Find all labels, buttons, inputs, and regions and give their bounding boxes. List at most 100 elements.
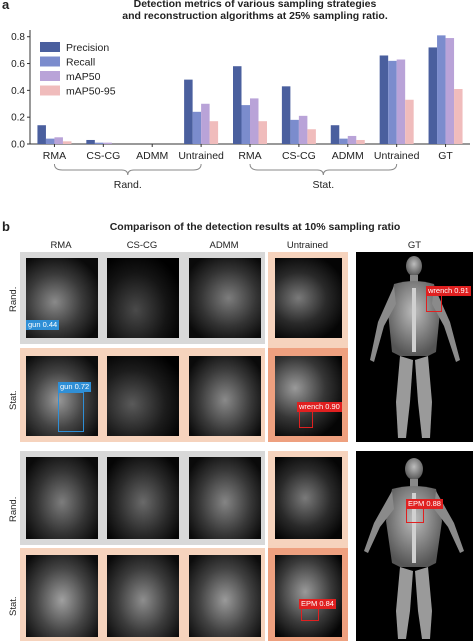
y-tick-label: 0.8 bbox=[11, 32, 25, 43]
bar bbox=[281, 86, 291, 144]
bar bbox=[201, 103, 210, 144]
bar-chart: 0.0 0.2 0.4 0.6 0.8 RMA CS-CG ADMM Untrained RMA C… bbox=[11, 30, 470, 191]
legend-label: mAP50-95 bbox=[66, 86, 116, 98]
image-rand-admm-2 bbox=[189, 457, 261, 539]
panel-b-title: Comparison of the detection results at 1… bbox=[109, 221, 401, 233]
legend-swatch bbox=[40, 85, 60, 96]
bar bbox=[330, 125, 340, 144]
legend-swatch bbox=[40, 56, 60, 67]
group-bracket bbox=[53, 163, 202, 176]
image-rand-admm-1 bbox=[189, 258, 261, 338]
column-label-gt: GT bbox=[407, 240, 422, 251]
wrench-detection-box-untrained bbox=[299, 410, 313, 428]
image-stat-admm-1 bbox=[189, 356, 261, 436]
image-rand-rma-2 bbox=[26, 457, 98, 539]
y-tick-label: 0.4 bbox=[11, 86, 25, 97]
chart-title-line1: Detection metrics of various sampling st… bbox=[133, 0, 377, 10]
bar bbox=[94, 142, 104, 144]
bar bbox=[233, 66, 242, 144]
image-rand-rma-1: gun 0.44 bbox=[26, 258, 98, 338]
bar bbox=[54, 137, 63, 144]
bar bbox=[405, 99, 414, 144]
x-tick-label: Untrained bbox=[374, 150, 420, 162]
legend-swatch bbox=[40, 71, 60, 81]
image-rand-cscg-1 bbox=[107, 258, 179, 338]
bar bbox=[62, 141, 72, 144]
row-label-stat-2: Stat. bbox=[8, 596, 19, 616]
wrench-detection-label-gt: wrench 0.91 bbox=[426, 286, 471, 296]
image-stat-rma-2 bbox=[26, 555, 98, 637]
image-rand-cscg-2 bbox=[107, 457, 179, 539]
bar bbox=[209, 121, 219, 144]
bar bbox=[454, 89, 463, 144]
x-tick-label: GT bbox=[438, 150, 453, 162]
x-tick-label: RMA bbox=[238, 150, 261, 162]
bar bbox=[445, 38, 455, 144]
bar bbox=[241, 105, 250, 144]
bar bbox=[37, 125, 46, 144]
image-stat-cscg-2 bbox=[107, 555, 179, 637]
group-label: Stat. bbox=[313, 179, 335, 191]
wrench-detection-label-untrained: wrench 0.90 bbox=[297, 402, 342, 412]
x-tick-label: ADMM bbox=[332, 150, 364, 162]
group-bracket bbox=[249, 163, 398, 176]
legend-label: mAP50 bbox=[66, 71, 101, 83]
panel-b-letter: b bbox=[2, 219, 10, 234]
bar bbox=[379, 55, 389, 144]
row-label-rand-1: Rand. bbox=[8, 286, 19, 312]
image-stat-cscg-1 bbox=[107, 356, 179, 436]
epm-detection-label-untrained: EPM 0.84 bbox=[299, 599, 336, 609]
y-tick-label: 0.0 bbox=[11, 140, 25, 151]
gun-detection-label-stat: gun 0.72 bbox=[58, 382, 92, 392]
bar bbox=[250, 98, 259, 144]
bar bbox=[45, 138, 55, 144]
bar bbox=[184, 79, 193, 144]
y-tick-label: 0.6 bbox=[11, 59, 25, 70]
gt-body-silhouette-2 bbox=[364, 458, 464, 639]
column-label-untrained: Untrained bbox=[286, 240, 329, 251]
column-label-cs-cg: CS-CG bbox=[126, 240, 158, 251]
bar bbox=[258, 121, 267, 144]
chart-title: Detection metrics of various sampling st… bbox=[40, 0, 470, 22]
bar bbox=[307, 129, 316, 144]
bar bbox=[396, 59, 406, 144]
y-tick-label: 0.2 bbox=[11, 113, 25, 124]
image-stat-admm-2 bbox=[189, 555, 261, 637]
bar bbox=[428, 47, 438, 144]
bar bbox=[437, 35, 446, 145]
epm-detection-box-untrained bbox=[301, 607, 319, 621]
x-tick-label: CS-CG bbox=[282, 150, 316, 162]
legend-swatch bbox=[40, 42, 60, 52]
image-gt-1: wrench 0.91 bbox=[356, 252, 473, 442]
gun-detection-label-rand: gun 0.44 bbox=[26, 320, 60, 330]
bar bbox=[192, 111, 202, 144]
bar bbox=[103, 142, 112, 144]
image-gt-2: EPM 0.88 bbox=[356, 451, 473, 641]
row-label-stat-1: Stat. bbox=[8, 390, 19, 410]
wrench-detection-box-gt bbox=[426, 294, 442, 312]
x-tick-label: RMA bbox=[43, 150, 66, 162]
image-stat-untrained-2: EPM 0.84 bbox=[275, 555, 342, 637]
image-rand-untrained-2 bbox=[275, 457, 342, 539]
bar bbox=[347, 135, 357, 144]
bar bbox=[298, 115, 308, 144]
x-tick-label: CS-CG bbox=[86, 150, 120, 162]
bar bbox=[86, 139, 95, 144]
bar bbox=[388, 60, 397, 144]
bar bbox=[339, 138, 348, 144]
epm-detection-box-gt bbox=[406, 507, 424, 523]
bar bbox=[356, 139, 365, 144]
x-tick-label: Untrained bbox=[178, 150, 224, 162]
chart-title-line2: and reconstruction algorithms at 25% sam… bbox=[122, 10, 388, 22]
image-stat-untrained-1: wrench 0.90 bbox=[275, 356, 342, 436]
epm-detection-label-gt: EPM 0.88 bbox=[406, 499, 443, 509]
group-label: Rand. bbox=[114, 179, 142, 191]
legend-label: Recall bbox=[66, 57, 95, 69]
legend-label: Precision bbox=[66, 42, 109, 54]
panel-a-letter: a bbox=[2, 0, 10, 12]
image-stat-rma-1: gun 0.72 bbox=[26, 356, 98, 436]
gt-body-silhouette-1 bbox=[370, 256, 460, 438]
gun-detection-box-stat bbox=[58, 392, 84, 432]
column-label-admm: ADMM bbox=[209, 240, 239, 251]
x-tick-label: ADMM bbox=[136, 150, 168, 162]
